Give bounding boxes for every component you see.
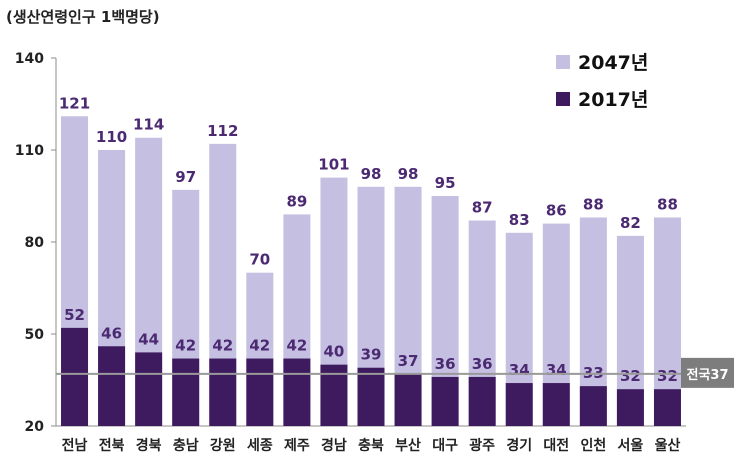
x-tick-label: 대전 bbox=[543, 437, 569, 454]
data-label-2047: 87 bbox=[472, 199, 493, 217]
bar-2017 bbox=[394, 373, 422, 426]
x-tick-label: 대구 bbox=[432, 438, 458, 454]
data-label-2047: 88 bbox=[583, 195, 604, 213]
legend-label-2017: 2017년 bbox=[578, 89, 648, 111]
data-label-2047: 70 bbox=[249, 251, 270, 269]
y-tick-label: 50 bbox=[25, 327, 45, 343]
x-tick-label: 경기 bbox=[506, 437, 532, 454]
data-label-2047: 97 bbox=[175, 168, 196, 186]
x-tick-label: 강원 bbox=[210, 437, 236, 454]
legend-label-2047: 2047년 bbox=[578, 52, 648, 74]
x-tick-label: 인천 bbox=[580, 437, 606, 454]
data-label-2047: 86 bbox=[546, 202, 567, 220]
bar-2017 bbox=[579, 386, 607, 426]
x-tick-label: 전북 bbox=[99, 437, 125, 454]
x-tick-label: 서울 bbox=[618, 437, 644, 454]
data-label-2017: 34 bbox=[546, 361, 567, 379]
y-tick-label: 20 bbox=[25, 419, 45, 435]
data-label-2017: 36 bbox=[435, 355, 456, 373]
data-label-2017: 46 bbox=[101, 324, 122, 342]
data-label-2017: 32 bbox=[620, 367, 641, 385]
bar-2017 bbox=[357, 367, 385, 426]
x-tick-label: 경남 bbox=[321, 437, 347, 454]
data-label-2047: 112 bbox=[207, 122, 238, 140]
data-label-2017: 40 bbox=[324, 343, 345, 361]
y-tick-label: 140 bbox=[15, 51, 44, 67]
bar-2017 bbox=[431, 376, 459, 426]
bar-2017 bbox=[505, 383, 533, 426]
x-tick-label: 전남 bbox=[62, 437, 88, 454]
reference-badge bbox=[681, 357, 734, 388]
bar-2017 bbox=[468, 376, 496, 426]
data-label-2047: 101 bbox=[318, 156, 349, 174]
bar-2017 bbox=[246, 358, 274, 426]
unit-label: (생산연령인구 1백명당) bbox=[6, 8, 160, 26]
data-label-2047: 98 bbox=[361, 165, 382, 183]
x-tick-label: 충북 bbox=[358, 438, 384, 454]
bar-2017 bbox=[172, 358, 200, 426]
data-label-2047: 83 bbox=[509, 211, 530, 229]
bar-2017 bbox=[98, 346, 126, 426]
data-label-2017: 42 bbox=[286, 337, 307, 355]
data-label-2047: 114 bbox=[133, 116, 164, 134]
data-label-2047: 88 bbox=[657, 195, 678, 213]
x-tick-label: 충남 bbox=[173, 437, 199, 454]
bar-2017 bbox=[283, 358, 311, 426]
y-tick-label: 80 bbox=[25, 235, 45, 251]
legend-swatch-2017 bbox=[556, 92, 570, 106]
bar-2017 bbox=[320, 364, 348, 426]
data-label-2017: 39 bbox=[361, 346, 382, 364]
data-label-2017: 36 bbox=[472, 355, 493, 373]
data-label-2017: 42 bbox=[249, 337, 270, 355]
data-label-2047: 121 bbox=[59, 94, 90, 112]
data-label-2017: 44 bbox=[138, 330, 159, 348]
x-tick-label: 부산 bbox=[395, 437, 421, 454]
data-label-2017: 32 bbox=[657, 367, 678, 385]
bar-2017 bbox=[616, 389, 644, 426]
bar-2017 bbox=[209, 358, 237, 426]
data-label-2017: 34 bbox=[509, 361, 530, 379]
x-tick-label: 세종 bbox=[247, 438, 273, 454]
data-label-2017: 52 bbox=[64, 306, 85, 324]
bar-2017 bbox=[653, 389, 681, 426]
data-label-2047: 95 bbox=[435, 174, 456, 192]
bar-2017 bbox=[542, 383, 570, 426]
x-tick-label: 경북 bbox=[136, 437, 162, 454]
data-label-2047: 89 bbox=[286, 192, 307, 210]
legend-swatch-2047 bbox=[556, 55, 570, 69]
x-tick-label: 제주 bbox=[284, 438, 310, 454]
data-label-2047: 110 bbox=[96, 128, 127, 146]
bar-2017 bbox=[61, 327, 89, 426]
x-tick-label: 광주 bbox=[469, 437, 495, 454]
data-label-2017: 42 bbox=[175, 337, 196, 355]
data-label-2017: 37 bbox=[398, 352, 419, 370]
data-label-2047: 82 bbox=[620, 214, 641, 232]
y-tick-label: 110 bbox=[15, 143, 44, 159]
data-label-2017: 42 bbox=[212, 337, 233, 355]
bar-2017 bbox=[135, 352, 163, 426]
x-tick-label: 울산 bbox=[655, 437, 681, 454]
reference-label: 전국37 bbox=[686, 367, 728, 383]
data-label-2047: 98 bbox=[398, 165, 419, 183]
